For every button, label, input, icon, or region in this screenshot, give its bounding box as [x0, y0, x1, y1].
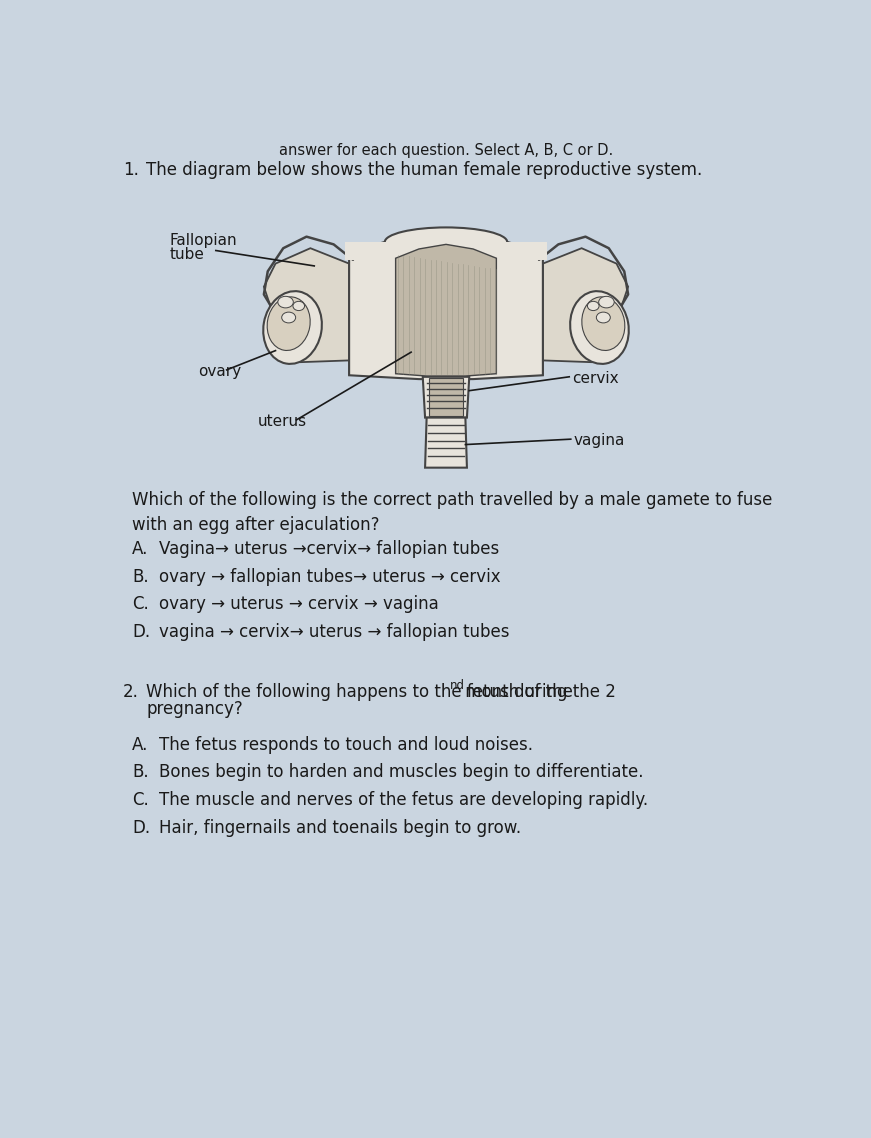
- Text: pregnancy?: pregnancy?: [146, 700, 243, 718]
- Text: B.: B.: [132, 568, 149, 586]
- Polygon shape: [264, 248, 365, 376]
- Text: ovary: ovary: [198, 364, 241, 379]
- Ellipse shape: [598, 296, 614, 308]
- Polygon shape: [395, 245, 496, 376]
- Text: D.: D.: [132, 818, 151, 836]
- Text: Bones begin to harden and muscles begin to differentiate.: Bones begin to harden and muscles begin …: [159, 764, 644, 782]
- Ellipse shape: [587, 302, 599, 311]
- Text: Which of the following is the correct path travelled by a male gamete to fuse
wi: Which of the following is the correct pa…: [132, 490, 773, 534]
- Text: D.: D.: [132, 624, 151, 641]
- Text: tube: tube: [169, 247, 204, 262]
- Polygon shape: [425, 418, 467, 468]
- Text: C.: C.: [132, 791, 149, 809]
- Text: nd: nd: [450, 679, 465, 692]
- Text: vagina: vagina: [574, 434, 625, 448]
- Polygon shape: [527, 248, 628, 376]
- Text: A.: A.: [132, 735, 148, 753]
- Text: ovary → fallopian tubes→ uterus → cervix: ovary → fallopian tubes→ uterus → cervix: [159, 568, 501, 586]
- Text: Which of the following happens to the fetus during the 2: Which of the following happens to the fe…: [146, 683, 616, 701]
- Text: cervix: cervix: [572, 371, 619, 387]
- Ellipse shape: [582, 297, 625, 351]
- Text: uterus: uterus: [258, 414, 307, 429]
- Ellipse shape: [278, 296, 294, 308]
- Text: answer for each question. Select A, B, C or D.: answer for each question. Select A, B, C…: [279, 142, 613, 158]
- Text: Fallopian: Fallopian: [169, 233, 237, 248]
- Text: The fetus responds to touch and loud noises.: The fetus responds to touch and loud noi…: [159, 735, 533, 753]
- Text: Vagina→ uterus →cervix→ fallopian tubes: Vagina→ uterus →cervix→ fallopian tubes: [159, 541, 499, 558]
- Ellipse shape: [571, 291, 629, 364]
- Text: C.: C.: [132, 595, 149, 613]
- Text: ovary → uterus → cervix → vagina: ovary → uterus → cervix → vagina: [159, 595, 439, 613]
- Ellipse shape: [293, 302, 305, 311]
- Polygon shape: [422, 377, 469, 418]
- Text: The diagram below shows the human female reproductive system.: The diagram below shows the human female…: [146, 162, 702, 179]
- Text: 2.: 2.: [123, 683, 138, 701]
- Ellipse shape: [385, 228, 507, 257]
- Text: Hair, fingernails and toenails begin to grow.: Hair, fingernails and toenails begin to …: [159, 818, 522, 836]
- Ellipse shape: [267, 297, 310, 351]
- Text: vagina → cervix→ uterus → fallopian tubes: vagina → cervix→ uterus → fallopian tube…: [159, 624, 510, 641]
- Text: The muscle and nerves of the fetus are developing rapidly.: The muscle and nerves of the fetus are d…: [159, 791, 648, 809]
- Text: 1.: 1.: [123, 162, 138, 179]
- Ellipse shape: [281, 312, 295, 323]
- Text: month of the: month of the: [460, 683, 573, 701]
- Ellipse shape: [597, 312, 611, 323]
- Text: A.: A.: [132, 541, 148, 558]
- Polygon shape: [429, 378, 463, 417]
- Polygon shape: [345, 242, 547, 259]
- Polygon shape: [349, 231, 543, 379]
- Ellipse shape: [263, 291, 322, 364]
- Text: B.: B.: [132, 764, 149, 782]
